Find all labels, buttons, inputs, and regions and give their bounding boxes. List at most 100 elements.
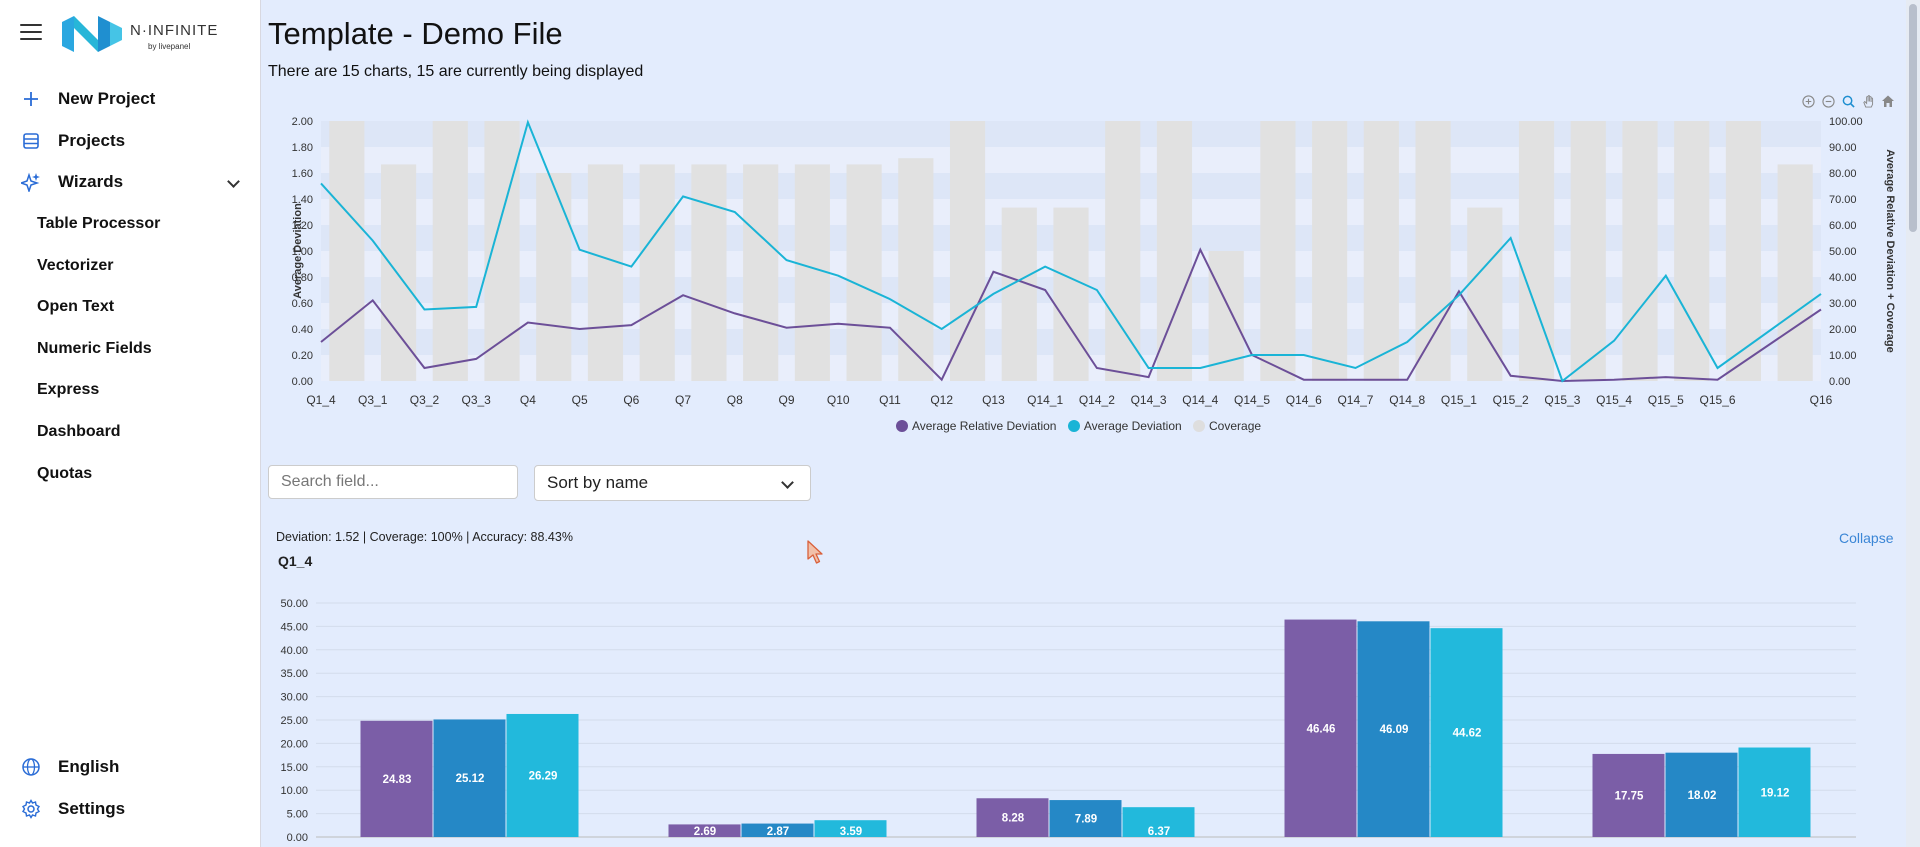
y-tick-label: 1.20 xyxy=(292,220,313,232)
x-tick-label: Q14_2 xyxy=(1079,393,1115,407)
selection-zoom-icon[interactable] xyxy=(1841,94,1855,108)
sort-select[interactable]: Sort by name xyxy=(534,465,811,501)
collapse-link[interactable]: Collapse xyxy=(1839,530,1894,546)
x-tick-label: Q6 xyxy=(623,393,639,407)
x-tick-label: Q14_8 xyxy=(1389,393,1425,407)
coverage-bar xyxy=(743,164,779,381)
bar xyxy=(1738,747,1811,837)
new-project-button[interactable]: New Project xyxy=(0,82,260,116)
y-tick-label: 5.00 xyxy=(287,809,308,821)
coverage-bar xyxy=(639,164,675,381)
page-title: Template - Demo File xyxy=(268,16,563,51)
logo-subtext: by livepanel xyxy=(148,42,191,51)
bar-data-label: 8.28 xyxy=(1002,813,1025,825)
x-tick-label: Q15_3 xyxy=(1544,393,1580,407)
y-tick-label: 30.00 xyxy=(280,692,308,704)
language-selector[interactable]: English xyxy=(0,750,260,784)
sidebar-item-numeric-fields[interactable]: Numeric Fields xyxy=(37,340,152,357)
chart-legend: Average Relative Deviation Average Devia… xyxy=(261,419,1896,435)
y-tick-label: 15.00 xyxy=(280,762,308,774)
sidebar-item-dashboard[interactable]: Dashboard xyxy=(37,423,121,440)
y2-tick-label: 0.00 xyxy=(1829,376,1850,388)
coverage-bar xyxy=(949,121,986,381)
chart-stats: Deviation: 1.52 | Coverage: 100% | Accur… xyxy=(276,530,573,544)
x-tick-label: Q11 xyxy=(879,393,901,407)
y-tick-label: 0.60 xyxy=(292,298,313,310)
y-tick-label: 45.00 xyxy=(280,621,308,633)
y-tick-label: 20.00 xyxy=(280,738,308,750)
y-tick-label: 1.80 xyxy=(292,142,313,154)
bar-data-label: 25.12 xyxy=(456,773,485,785)
overview-chart: 0.00 0.20 0.40 0.60 0.80 1.00 1.20 1.40 1.60 1.80… xyxy=(292,116,1896,407)
y-tick-label: 40.00 xyxy=(280,645,308,657)
n-infinite-logo[interactable] xyxy=(60,14,124,54)
sidebar-item-projects[interactable]: Projects xyxy=(0,124,260,158)
coverage-bar xyxy=(1518,121,1555,381)
bar xyxy=(1357,621,1430,837)
bar-data-label: 44.62 xyxy=(1453,728,1482,740)
y2-tick-label: 30.00 xyxy=(1829,298,1857,310)
sidebar: N·INFINITE by livepanel New Project Proj… xyxy=(0,0,261,847)
legend-item-average-deviation[interactable]: Average Deviation xyxy=(1067,419,1182,433)
sidebar-item-quotas[interactable]: Quotas xyxy=(37,465,93,482)
wizards-label: Wizards xyxy=(58,172,124,191)
bar xyxy=(1665,752,1738,837)
new-project-label: New Project xyxy=(58,89,156,108)
coverage-bar xyxy=(381,164,417,381)
sparkles-icon xyxy=(20,171,42,193)
chevron-down-icon xyxy=(781,476,794,489)
bar-data-label: 24.83 xyxy=(383,774,412,786)
coverage-bar xyxy=(1156,121,1193,381)
x-tick-label: Q14_6 xyxy=(1286,393,1322,407)
x-tick-label: Q15_4 xyxy=(1596,393,1632,407)
coverage-bar xyxy=(1312,121,1348,381)
bar xyxy=(360,720,433,837)
x-tick-label: Q8 xyxy=(727,393,743,407)
bar-data-label: 18.02 xyxy=(1688,790,1717,802)
y-tick-label: 50.00 xyxy=(280,598,308,610)
coverage-bar xyxy=(1777,164,1813,381)
x-tick-label: Q14_7 xyxy=(1337,393,1373,407)
legend-item-relative-deviation[interactable]: Average Relative Deviation xyxy=(895,419,1056,433)
page-subtitle: There are 15 charts, 15 are currently be… xyxy=(268,63,644,80)
y-tick-label: 0.00 xyxy=(287,832,308,844)
sidebar-item-settings[interactable]: Settings xyxy=(0,792,260,826)
y-tick-label: 1.00 xyxy=(292,246,313,258)
x-tick-label: Q14_3 xyxy=(1131,393,1167,407)
coverage-bar xyxy=(1570,121,1606,381)
scrollbar-thumb[interactable] xyxy=(1909,4,1917,232)
coverage-bar xyxy=(1674,121,1710,381)
zoom-out-icon[interactable] xyxy=(1821,94,1835,108)
legend-item-coverage[interactable]: Coverage xyxy=(1193,419,1261,433)
chevron-down-icon[interactable] xyxy=(227,175,240,188)
sidebar-item-express[interactable]: Express xyxy=(37,381,100,398)
x-tick-label: Q15_5 xyxy=(1648,393,1684,407)
bar-data-label: 46.46 xyxy=(1307,723,1336,735)
y-tick-label: 0.20 xyxy=(292,350,313,362)
y2-tick-label: 70.00 xyxy=(1829,194,1857,206)
coverage-bar xyxy=(1260,121,1296,381)
reset-home-icon[interactable] xyxy=(1881,94,1895,108)
sidebar-item-vectorizer[interactable]: Vectorizer xyxy=(37,257,114,274)
bar xyxy=(668,824,741,837)
pan-hand-icon[interactable] xyxy=(1861,94,1875,108)
y-tick-label: 0.80 xyxy=(292,272,313,284)
coverage-bar xyxy=(1001,207,1037,381)
x-tick-label: Q15_1 xyxy=(1441,393,1477,407)
sidebar-item-wizards[interactable]: Wizards xyxy=(0,165,260,199)
search-input[interactable] xyxy=(268,465,518,499)
sidebar-item-open-text[interactable]: Open Text xyxy=(37,298,115,315)
bar xyxy=(1430,628,1503,837)
bar xyxy=(1049,800,1122,837)
coverage-bar xyxy=(1622,121,1658,381)
x-tick-label: Q14_5 xyxy=(1234,393,1270,407)
zoom-in-icon[interactable] xyxy=(1801,94,1815,108)
x-tick-label: Q13 xyxy=(982,393,1005,407)
hamburger-menu-icon[interactable] xyxy=(20,24,42,42)
sidebar-item-table-processor[interactable]: Table Processor xyxy=(37,215,161,232)
x-tick-label: Q16 xyxy=(1810,393,1833,407)
page-scrollbar[interactable] xyxy=(1906,0,1920,847)
x-tick-label: Q5 xyxy=(572,393,588,407)
x-tick-label: Q3_1 xyxy=(358,393,388,407)
y2-tick-label: 60.00 xyxy=(1829,220,1857,232)
